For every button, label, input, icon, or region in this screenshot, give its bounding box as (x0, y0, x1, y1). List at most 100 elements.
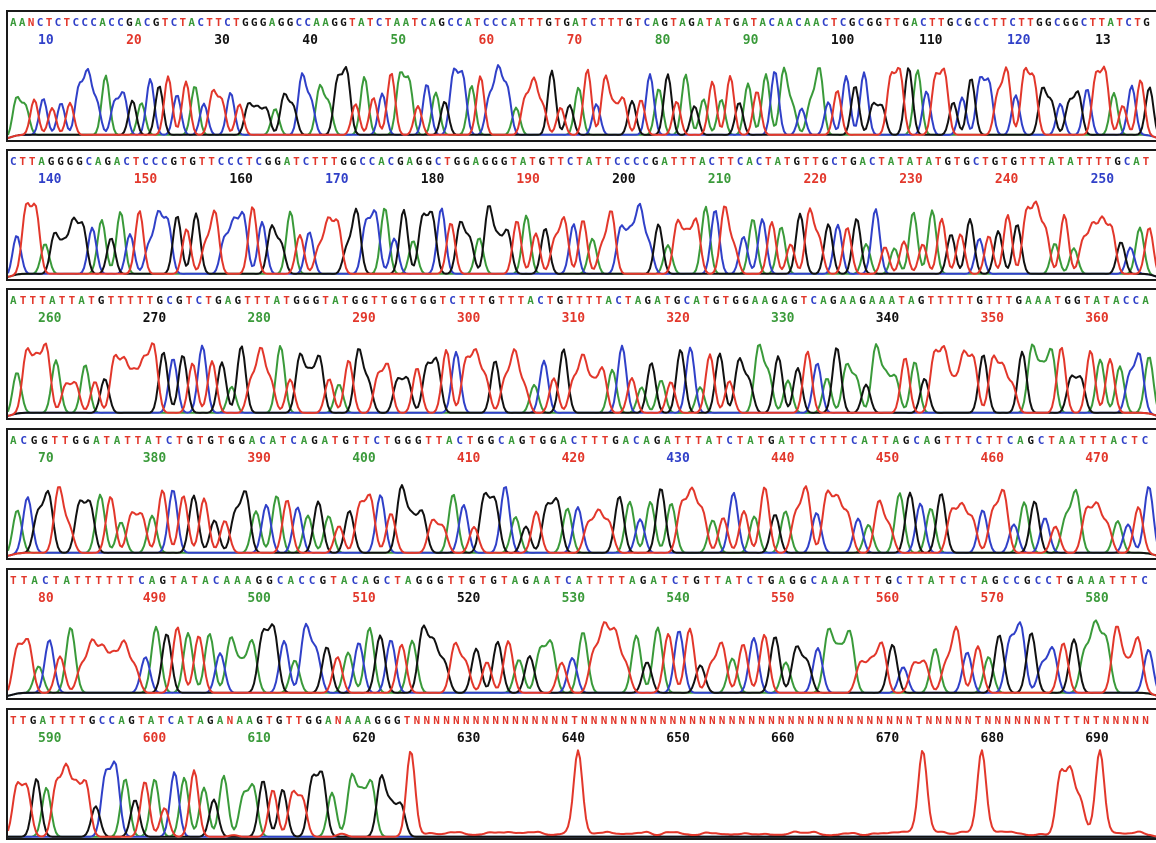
base-call: A (118, 714, 125, 727)
base-call: G (1143, 16, 1150, 29)
position-tick-label: 260 (38, 311, 62, 326)
base-call: A (715, 16, 722, 29)
base-call: T (1116, 16, 1123, 29)
base-call: N (1044, 714, 1051, 727)
base-call: G (331, 16, 338, 29)
base-call: T (938, 16, 945, 29)
base-call: G (391, 294, 398, 307)
position-tick-label: 600 (143, 731, 167, 746)
base-call: G (482, 155, 489, 168)
base-call: N (660, 714, 667, 727)
base-call: C (359, 155, 366, 168)
base-call: C (498, 434, 505, 447)
base-call: A (234, 574, 241, 587)
base-call: T (180, 155, 187, 168)
base-call: G (228, 434, 235, 447)
base-call: T (518, 294, 525, 307)
base-call: G (1045, 16, 1052, 29)
base-call: T (385, 16, 392, 29)
base-call: T (296, 714, 303, 727)
base-call: C (1035, 574, 1042, 587)
base-call: T (124, 434, 131, 447)
base-call: T (882, 434, 889, 447)
position-tick-label: 250 (1091, 172, 1115, 187)
position-tick-label: 670 (876, 731, 900, 746)
base-call: A (778, 434, 785, 447)
base-call: N (837, 714, 844, 727)
base-call: G (902, 16, 909, 29)
base-call: T (95, 574, 102, 587)
base-call: G (416, 155, 423, 168)
position-tick-label: 650 (666, 731, 690, 746)
base-call: T (322, 294, 329, 307)
base-call: T (801, 294, 808, 307)
base-call: N (739, 714, 746, 727)
base-call: C (277, 574, 284, 587)
base-call: T (1029, 155, 1036, 168)
base-call: A (270, 434, 277, 447)
base-call: T (536, 16, 543, 29)
base-call: G (626, 16, 633, 29)
base-call: N (591, 714, 598, 727)
base-call: G (31, 434, 38, 447)
base-call: T (117, 574, 124, 587)
base-call: C (373, 434, 380, 447)
base-call: C (99, 714, 106, 727)
base-call: N (620, 714, 627, 727)
base-call: G (1063, 16, 1070, 29)
base-call: G (242, 16, 249, 29)
base-call: N (965, 714, 972, 727)
base-call: N (335, 714, 342, 727)
position-tick-label: 690 (1085, 731, 1109, 746)
base-call: A (926, 155, 933, 168)
base-call: G (830, 294, 837, 307)
base-call: T (690, 155, 697, 168)
base-call: C (644, 16, 651, 29)
base-call: T (625, 294, 632, 307)
base-call: G (903, 434, 910, 447)
base-call: C (255, 155, 262, 168)
base-call: T (74, 574, 81, 587)
base-call: T (714, 574, 721, 587)
base-call: T (1090, 16, 1097, 29)
base-call: A (752, 294, 759, 307)
base-call: A (508, 434, 515, 447)
base-call: N (650, 714, 657, 727)
base-call: G (469, 574, 476, 587)
base-call: T (501, 574, 508, 587)
base-call: A (572, 16, 579, 29)
base-call: N (867, 714, 874, 727)
base-call: A (893, 434, 900, 447)
base-call: G (83, 434, 90, 447)
base-call: A (284, 155, 291, 168)
base-call: T (280, 434, 287, 447)
base-call: T (596, 294, 603, 307)
base-call: T (155, 434, 162, 447)
base-call: A (236, 714, 243, 727)
base-call: T (916, 155, 923, 168)
base-call: C (810, 294, 817, 307)
base-call: T (332, 434, 339, 447)
base-call: G (477, 434, 484, 447)
base-call: G (793, 155, 800, 168)
base-call: A (1067, 155, 1074, 168)
base-call: T (1084, 294, 1091, 307)
base-call: A (697, 16, 704, 29)
base-call: C (168, 714, 175, 727)
base-call: T (986, 434, 993, 447)
base-call: T (29, 155, 36, 168)
base-call: N (1034, 714, 1041, 727)
base-call: G (397, 155, 404, 168)
base-call: T (680, 155, 687, 168)
base-call: C (152, 155, 159, 168)
base-call: N (689, 714, 696, 727)
base-call: A (605, 294, 612, 307)
base-call: A (661, 155, 668, 168)
base-call: C (224, 16, 231, 29)
base-call: C (298, 574, 305, 587)
base-call: T (682, 574, 689, 587)
base-call: G (187, 434, 194, 447)
